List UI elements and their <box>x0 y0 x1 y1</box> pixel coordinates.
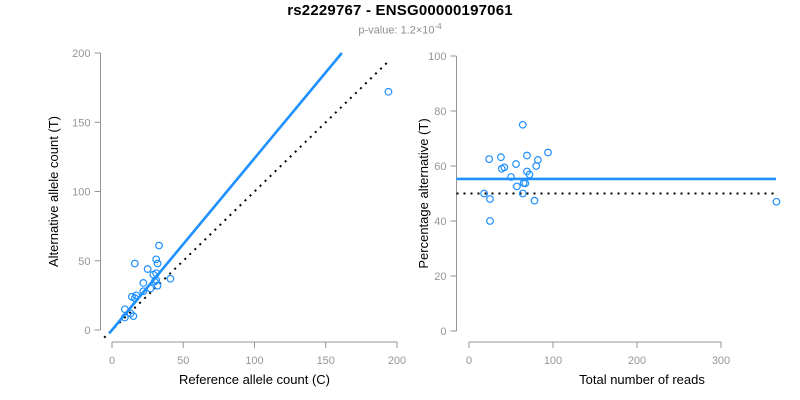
left-plot-data-point <box>143 265 152 273</box>
left-plot-data-point <box>166 274 175 283</box>
right-plot-y-tick-label: 20 <box>434 271 446 283</box>
left-plot-data-point <box>152 269 161 278</box>
right-plot-y-tick-label: 0 <box>440 326 446 338</box>
left-plot-data-point <box>152 255 161 264</box>
right-plot-data-point <box>532 162 541 170</box>
right-plot-data-point <box>512 160 520 168</box>
right-plot-data-point <box>518 120 527 129</box>
right-plot-y-tick-label: 100 <box>428 51 446 63</box>
left-plot-data-point <box>132 291 141 300</box>
right-plot-data-point <box>544 148 552 157</box>
right-plot-x-tick-label: 100 <box>544 355 562 367</box>
left-plot-y-tick-label: 200 <box>72 48 90 60</box>
right-plot-y-tick-label: 40 <box>434 216 446 228</box>
left-plot: 0 50 100 150 200 0 50 100 150 200 Reference allele… <box>46 48 406 387</box>
right-plot-data-point <box>507 173 515 181</box>
left-plot-y-tick-label: 0 <box>84 325 90 337</box>
right-plot-data-point <box>512 182 521 191</box>
right-plot-data-point <box>523 151 531 160</box>
pvalue-value: 1.2×10 <box>400 24 435 37</box>
right-plot-data-point <box>480 189 489 198</box>
right-plot-data-point <box>772 197 781 206</box>
right-plot-y-tick-label: 80 <box>434 106 446 118</box>
left-plot-data-point <box>139 287 148 296</box>
left-plot-y-tick-label: 150 <box>72 117 90 129</box>
left-plot-data-point <box>139 279 148 287</box>
left-plot-data-point <box>129 312 138 321</box>
right-plot-data-point <box>500 163 509 172</box>
right-plot-y-tick-label: 60 <box>434 161 446 173</box>
left-plot-x-tick-label: 0 <box>109 355 115 367</box>
left-plot-x-tick-label: 200 <box>388 355 406 367</box>
left-plot-y-axis-title: Alternative allele count (T) <box>46 116 61 267</box>
right-plot-data-point <box>521 179 530 188</box>
pvalue-label: p-value: <box>358 24 401 37</box>
left-plot-data-point <box>155 241 163 250</box>
right-plot: 0 20 40 60 80 100 0 100 200 300 Total number of re… <box>416 51 781 387</box>
right-plot-data-point <box>485 155 494 164</box>
right-plot-x-axis-title: Total number of reads <box>579 372 705 387</box>
right-plot-x-tick-label: 300 <box>712 355 730 367</box>
left-plot-x-tick-label: 150 <box>317 355 335 367</box>
pvalue-subtitle: p-value: 1.2×10-4 <box>0 22 800 37</box>
left-plot-data-point <box>130 259 139 268</box>
right-plot-data-point <box>518 189 527 198</box>
left-plot-y-tick-label: 50 <box>78 256 90 268</box>
identity-line <box>103 59 390 339</box>
regression-line <box>108 52 343 335</box>
right-plot-data-point <box>486 195 494 203</box>
left-plot-x-tick-label: 50 <box>177 355 189 367</box>
right-plot-data-point <box>530 196 539 205</box>
left-plot-data-point <box>153 259 162 268</box>
right-plot-data-point <box>497 153 505 162</box>
left-plot-data-point <box>384 87 393 96</box>
left-plot-data-point <box>146 284 155 293</box>
right-plot-data-point <box>486 217 494 225</box>
left-plot-x-tick-label: 100 <box>245 355 263 367</box>
right-plot-y-axis-title: Percentage alternative (T) <box>416 118 431 268</box>
right-plot-x-tick-label: 200 <box>628 355 646 367</box>
left-plot-y-tick-label: 100 <box>72 187 90 199</box>
right-plot-data-point <box>525 170 534 179</box>
chart-title: rs2229767 - ENSG00000197061 <box>287 2 513 19</box>
pvalue-exponent: -4 <box>434 22 442 31</box>
left-plot-data-point <box>120 305 129 314</box>
right-plot-x-tick-label: 0 <box>466 355 472 367</box>
left-plot-x-axis-title: Reference allele count (C) <box>179 372 330 387</box>
left-plot-data-point <box>120 313 129 322</box>
